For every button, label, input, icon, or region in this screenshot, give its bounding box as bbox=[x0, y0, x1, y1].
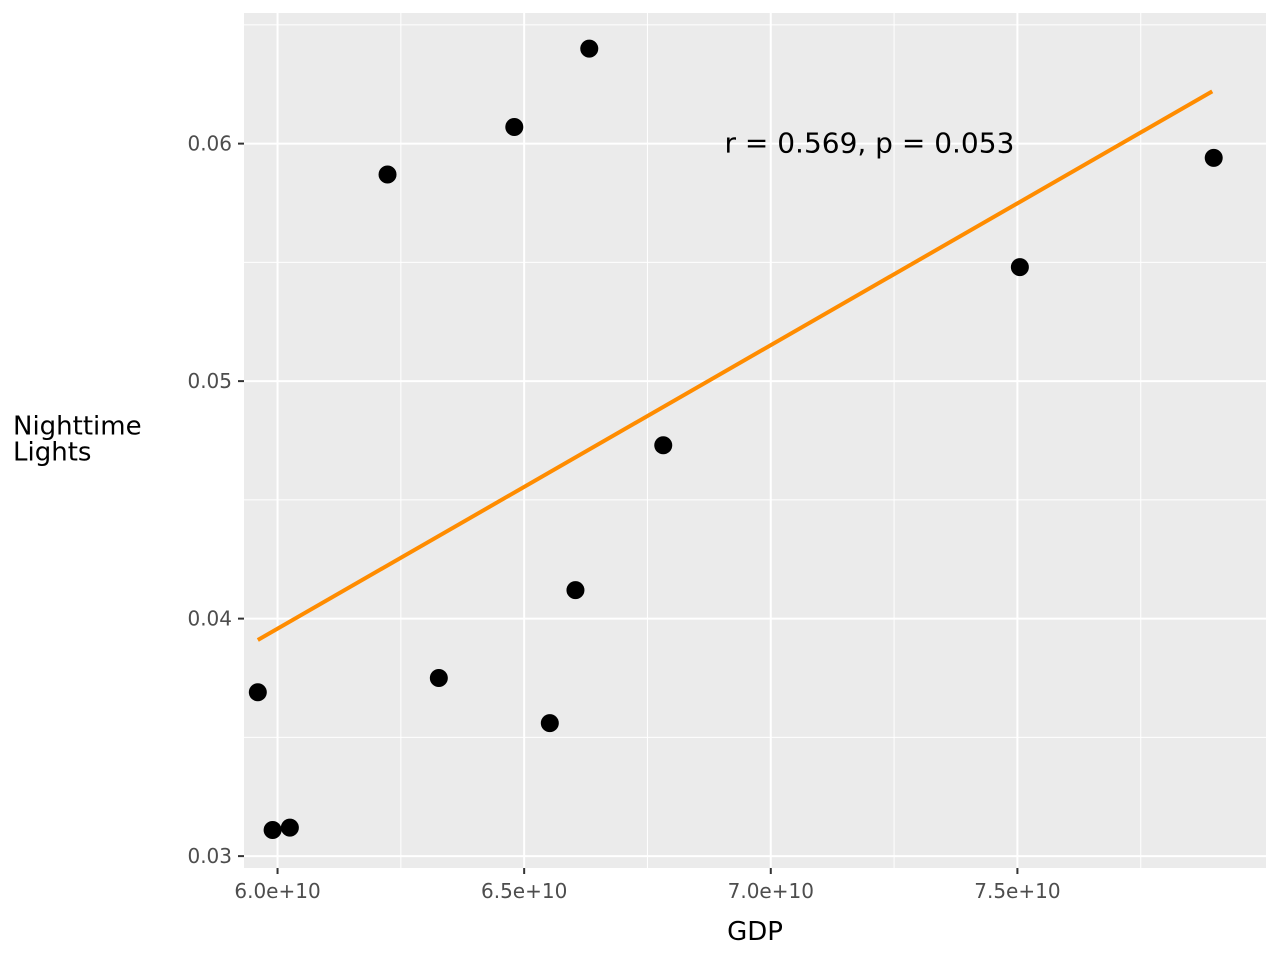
data-point bbox=[378, 165, 397, 184]
y-axis-title-line: Lights bbox=[13, 438, 91, 468]
data-points bbox=[248, 39, 1223, 839]
y-tick-label: 0.05 bbox=[187, 369, 232, 393]
axis-tick-labels: 6.0e+10 6.5e+10 7.0e+10 7.5e+10 0.03 0.04 0.05… bbox=[187, 132, 1060, 903]
data-point bbox=[1010, 258, 1029, 277]
data-point bbox=[248, 683, 267, 702]
data-point bbox=[263, 821, 282, 839]
axis-ticks bbox=[238, 142, 1019, 874]
plot-panel bbox=[244, 13, 1266, 868]
data-point bbox=[505, 118, 524, 136]
minor-gridlines bbox=[244, 13, 1266, 868]
x-tick-label: 6.5e+10 bbox=[481, 879, 567, 903]
x-tick-label: 7.5e+10 bbox=[974, 879, 1060, 903]
major-gridlines bbox=[244, 13, 1266, 868]
y-axis-title: Nighttime Lights bbox=[13, 412, 142, 468]
data-point bbox=[280, 818, 299, 837]
x-tick-label: 7.0e+10 bbox=[728, 879, 814, 903]
trend-line bbox=[256, 89, 1214, 642]
y-tick-label: 0.06 bbox=[187, 132, 232, 156]
data-point bbox=[1204, 148, 1223, 167]
x-tick-label: 6.0e+10 bbox=[234, 879, 320, 903]
x-axis-title: GDP bbox=[727, 917, 783, 947]
y-tick-label: 0.03 bbox=[187, 844, 232, 868]
data-point bbox=[654, 436, 673, 455]
data-point bbox=[540, 714, 559, 733]
y-tick-label: 0.04 bbox=[187, 607, 232, 631]
data-point bbox=[580, 39, 599, 58]
data-point bbox=[566, 581, 585, 600]
data-point bbox=[429, 669, 448, 687]
y-axis-title-line: Nighttime bbox=[13, 412, 142, 442]
correlation-annotation: r = 0.569, p = 0.053 bbox=[724, 127, 1014, 160]
